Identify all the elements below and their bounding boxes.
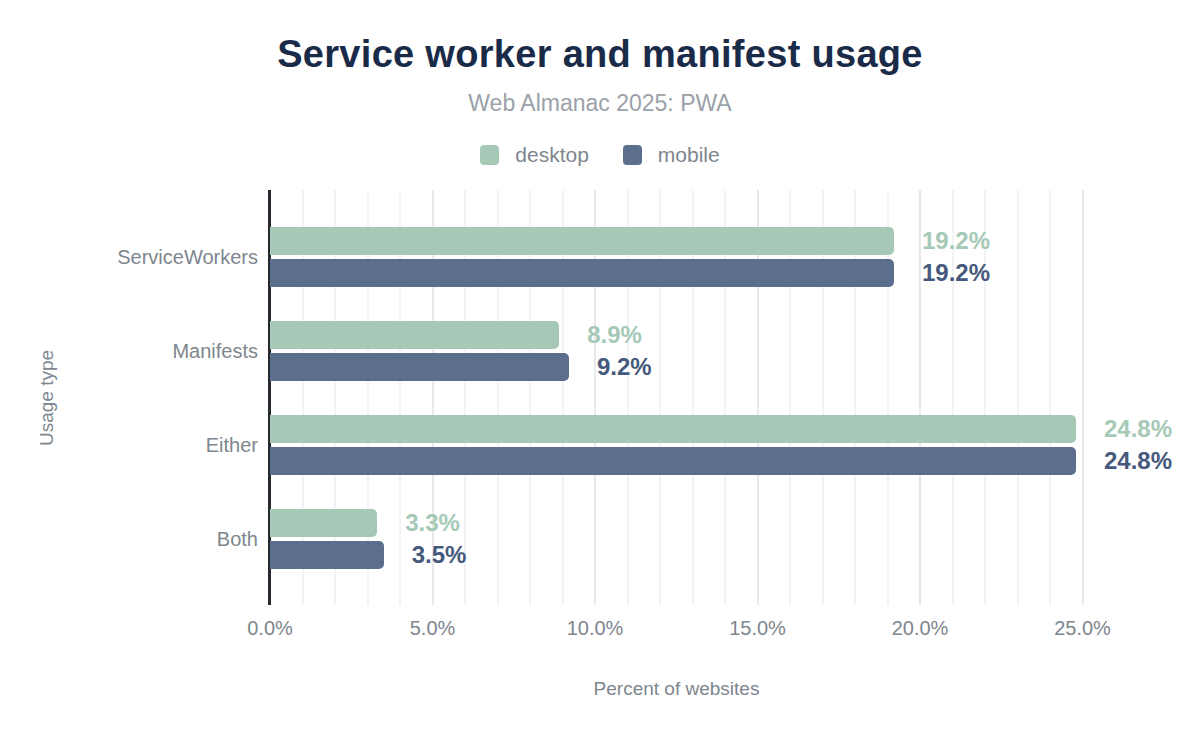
bar-mobile-Either[interactable]	[270, 447, 1076, 475]
bar-desktop-Both[interactable]	[270, 509, 377, 537]
y-axis-category-labels: ServiceWorkers Manifests Either Both	[0, 190, 258, 605]
bar-mobile-Both[interactable]	[270, 541, 384, 569]
gridline-24pct	[1049, 190, 1051, 605]
legend-item-desktop[interactable]: desktop	[480, 143, 589, 167]
bar-desktop-Manifests[interactable]	[270, 321, 559, 349]
value-label-desktop-Manifests: 8.9%	[587, 321, 642, 349]
gridline-20pct	[919, 190, 921, 605]
legend-swatch-desktop	[480, 145, 499, 165]
category-label-Manifests: Manifests	[172, 337, 258, 365]
category-label-Both: Both	[217, 525, 258, 553]
chart-title: Service worker and manifest usage	[0, 33, 1200, 76]
x-tick-0.0%: 0.0%	[247, 617, 293, 640]
chart-subtitle: Web Almanac 2025: PWA	[0, 90, 1200, 117]
bar-mobile-ServiceWorkers[interactable]	[270, 259, 894, 287]
bar-mobile-Manifests[interactable]	[270, 353, 569, 381]
value-label-mobile-Either: 24.8%	[1104, 447, 1172, 475]
legend: desktop mobile	[0, 143, 1200, 167]
bar-desktop-ServiceWorkers[interactable]	[270, 227, 894, 255]
x-axis-tick-labels: 0.0%5.0%10.0%15.0%20.0%25.0%	[270, 617, 1083, 643]
bar-desktop-Either[interactable]	[270, 415, 1076, 443]
gridline-23pct	[1017, 190, 1019, 605]
chart-figure: Service worker and manifest usage Web Al…	[0, 0, 1200, 742]
x-tick-20.0%: 20.0%	[892, 617, 949, 640]
value-label-mobile-Manifests: 9.2%	[597, 353, 652, 381]
value-label-desktop-ServiceWorkers: 19.2%	[922, 227, 990, 255]
plot-area: 19.2%19.2%8.9%9.2%24.8%24.8%3.3%3.5%	[270, 190, 1083, 605]
category-label-ServiceWorkers: ServiceWorkers	[117, 243, 258, 271]
value-label-desktop-Either: 24.8%	[1104, 415, 1172, 443]
category-label-Either: Either	[206, 431, 258, 459]
x-tick-5.0%: 5.0%	[410, 617, 456, 640]
legend-label-mobile: mobile	[658, 143, 720, 167]
legend-swatch-mobile	[623, 145, 642, 165]
legend-label-desktop: desktop	[515, 143, 589, 167]
value-label-mobile-ServiceWorkers: 19.2%	[922, 259, 990, 287]
value-label-desktop-Both: 3.3%	[405, 509, 460, 537]
x-tick-15.0%: 15.0%	[729, 617, 786, 640]
value-label-mobile-Both: 3.5%	[412, 541, 467, 569]
legend-item-mobile[interactable]: mobile	[623, 143, 720, 167]
x-tick-10.0%: 10.0%	[567, 617, 624, 640]
x-tick-25.0%: 25.0%	[1054, 617, 1111, 640]
gridline-25pct	[1082, 190, 1084, 605]
x-axis-title: Percent of websites	[270, 678, 1083, 700]
